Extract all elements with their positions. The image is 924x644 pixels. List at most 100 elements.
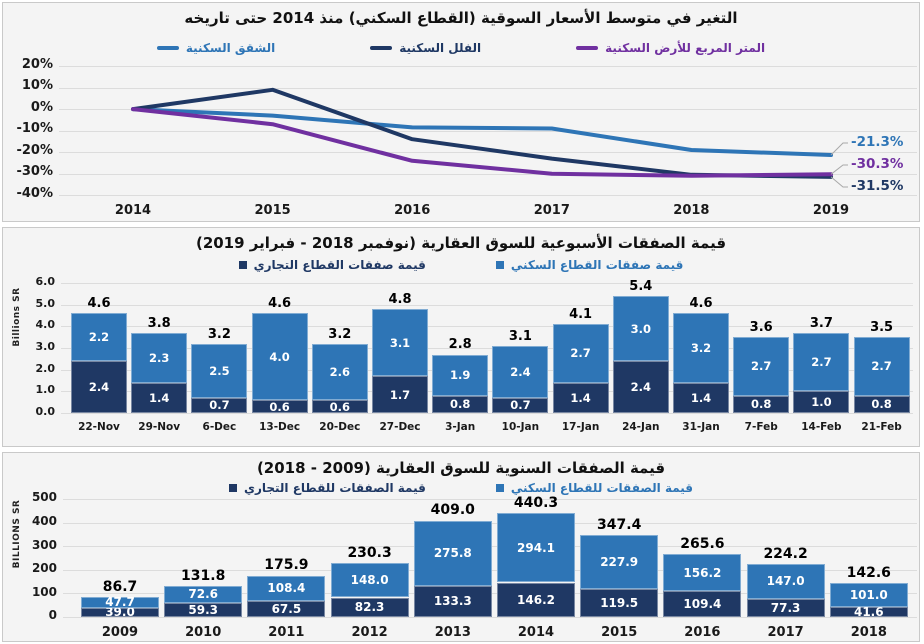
x-axis-year-label: 2014 [114,203,152,218]
legend-square-marker [495,261,504,269]
bar-segment-residential: 2.6 [311,343,368,400]
bar-segment-commercial: 146.2 [497,582,575,617]
legend-label: المتر المربع للأرض السكنية [605,41,766,55]
y-axis-tick-label: -40% [16,185,53,201]
series-line-1 [131,87,833,179]
x-axis-category-label: 6-Dec [202,421,237,433]
x-axis-category-label: 7-Feb [744,421,778,433]
legend-square-marker [238,261,247,269]
bar-segment-commercial: 41.6 [829,605,908,619]
bar-segment-commercial: 1.7 [372,376,428,413]
gridline [59,173,917,175]
bar-segment-residential: 3.1 [372,309,428,377]
legend-item: قيمة الصفقات للقطاع السكني [495,481,693,495]
bar-segment-commercial: 1.4 [552,382,609,413]
bar-segment-commercial: 0.7 [191,397,248,413]
bar-segment-residential: 2.2 [71,313,127,361]
y-axis-tick-label: 20% [21,56,53,72]
x-axis-category-label: 2017 [767,625,804,640]
bar-total-label: 5.4 [629,278,653,294]
x-axis-category-label: 31-Jan [682,421,720,433]
x-axis-category-label: 2016 [684,625,721,640]
y-axis-tick-label: 6.0 [35,275,56,289]
bar-segment-residential: 108.4 [247,575,326,602]
bar-total-label: 409.0 [430,502,475,519]
gridline [63,617,917,618]
y-axis-tick-label: 4.0 [35,318,56,332]
x-axis-category-label: 14-Feb [801,421,842,433]
x-axis-category-label: 27-Dec [379,421,421,433]
bar-total-label: 4.1 [569,307,593,323]
bar-segment-residential: 2.5 [191,343,248,398]
y-axis-tick-label: 100 [31,584,57,599]
bar-segment-commercial: 59.3 [164,603,243,617]
legend-label: قيمة صفقات القطاع التجاري [253,258,426,272]
legend-item: الفلل السكنية [370,41,481,55]
x-axis-category-label: 29-Nov [138,421,181,433]
gridline [61,326,913,328]
x-axis-category-label: 2011 [268,625,305,640]
bar-segment-commercial: 0.6 [311,400,368,414]
gridline [61,304,913,306]
x-axis-category-label: 24-Jan [622,421,660,433]
line-chart-plot-area: 20% 10% 0% -10% -20% -30% -40% -21.3% -31.5% -30.… [3,3,919,221]
bar-segment-residential: 2.7 [552,324,609,383]
bar-segment-commercial: 0.8 [733,395,790,413]
x-axis-category-label: 2010 [185,625,222,640]
bar-total-label: 2.8 [448,337,472,353]
legend-line-marker [156,46,179,50]
weekly-chart-title: قيمة الصفقات الأسبوعية للسوق العقارية (ن… [195,234,727,252]
y-axis-tick-label: 300 [31,537,57,552]
bar-segment-residential: 47.7 [81,595,159,609]
x-axis-year-label: 2017 [533,203,570,218]
bar-segment-commercial: 67.5 [247,601,326,617]
bar-segment-residential: 294.1 [497,513,575,583]
y-axis-tick-label: 500 [31,490,57,505]
x-axis-category-label: 2015 [601,625,638,640]
line-chart-legend: الشقق السكنية الفلل السكنية المتر المربع ل… [3,41,919,55]
bar-total-label: 3.1 [508,328,532,344]
legend-label: قيمة صفقات القطاع السكني [510,258,684,272]
bar-total-label: 3.2 [328,326,352,342]
legend-line-marker [576,46,599,50]
bar-total-label: 3.7 [809,315,833,331]
bar-segment-commercial: 119.5 [580,588,659,617]
legend-line-marker [370,46,393,50]
bar-segment-residential: 148.0 [330,562,409,598]
bar-segment-commercial: 39.0 [81,605,159,619]
gridline [59,152,917,154]
bar-segment-residential: 227.9 [580,535,659,589]
y-axis-tick-label: 2.0 [35,361,56,375]
legend-square-marker [228,484,237,492]
bar-segment-residential: 2.4 [492,345,549,398]
y-axis-tick-label: 400 [31,513,57,528]
bar-segment-commercial: 77.3 [746,598,825,617]
bar-segment-commercial: 1.4 [131,382,188,413]
bar-segment-residential: 2.7 [793,332,850,392]
bar-total-label: 265.6 [680,536,725,553]
bar-total-label: 142.6 [846,565,891,582]
bar-total-label: 3.5 [870,320,894,336]
bar-segment-commercial: 2.4 [71,361,127,413]
bar-segment-commercial: 109.4 [663,591,742,617]
x-axis-category-label: 2013 [434,625,471,640]
bar-total-label: 230.3 [347,544,392,561]
bar-segment-commercial: 0.8 [853,395,910,413]
bar-total-label: 440.3 [513,495,559,512]
bar-segment-commercial: 2.4 [612,361,669,413]
bar-segment-commercial: 0.6 [251,400,308,414]
series-line-0 [131,107,833,157]
annual-chart-title: قيمة الصفقات السنوية للسوق العقارية (200… [256,459,666,477]
bar-segment-residential: 2.7 [733,337,790,396]
annual-chart-plot-area: BILLIONS SR 500 400 300 200 100 0 39.0 47.7 86.7… [3,453,919,641]
bar-segment-residential: 3.2 [673,313,729,383]
weekly-chart-plot-area: Billions SR 6.0 5.0 4.0 3.0 2.0 1.0 0.0 2.4 2.2 4… [3,228,919,446]
gridline [63,499,917,500]
x-axis-year-label: 2016 [394,203,431,218]
end-label-leader-line [830,176,848,188]
bar-total-label: 4.8 [388,291,412,307]
bar-segment-residential: 72.6 [164,585,243,603]
series-line-2 [131,107,833,178]
gridline [59,109,917,111]
weekly-chart-legend: قيمة صفقات القطاع التجاري قيمة صفقات القط… [3,258,919,272]
